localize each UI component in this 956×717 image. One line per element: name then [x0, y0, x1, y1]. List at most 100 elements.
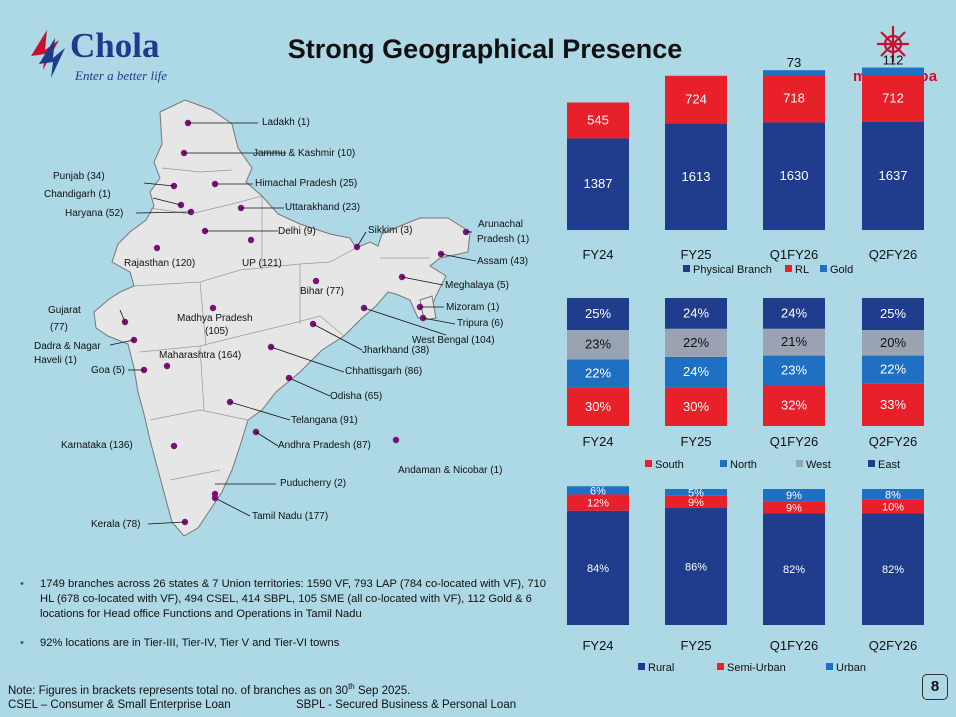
data-label-semi-urban-q2fy26: 10% — [882, 502, 904, 514]
data-label-rural-fy25: 86% — [685, 562, 707, 574]
legend-label-west: West — [806, 459, 831, 471]
bar-rl-q1fy26 — [763, 75, 825, 123]
bar-semi-urban-fy25 — [665, 495, 727, 509]
bar-urban-q1fy26 — [763, 489, 825, 502]
label-dadra-nagar: Dadra & Nagar — [34, 341, 101, 352]
label-chandigarh: Chandigarh (1) — [44, 189, 111, 200]
page-title: Strong Geographical Presence — [287, 34, 683, 64]
bar-urban-fy25 — [665, 489, 727, 496]
data-label-semi-urban-q1fy26: 9% — [786, 502, 802, 514]
bar-physical-branch-q2fy26 — [862, 121, 924, 230]
legend-label-rl: RL — [795, 264, 809, 276]
data-label-urban-fy25: 5% — [688, 487, 704, 499]
label-telangana: Telangana (91) — [291, 415, 358, 426]
legend-label-physical-branch: Physical Branch — [693, 264, 772, 276]
bar-west-fy24 — [567, 330, 629, 360]
bar-south-fy24 — [567, 387, 629, 426]
label-arunachal-2: Pradesh (1) — [477, 234, 530, 245]
label-madhya-pradesh: Madhya Pradesh — [177, 313, 253, 324]
data-label-south-q2fy26: 33% — [880, 397, 906, 412]
bar-physical-branch-fy25 — [665, 123, 727, 230]
abbr-sbpl: SBPL - Secured Business & Personal Loan — [296, 699, 517, 711]
label-haryana: Haryana (52) — [65, 208, 124, 219]
legend-label-semi-urban: Semi-Urban — [727, 662, 786, 674]
label-andaman-nicobar: Andaman & Nicobar (1) — [398, 465, 503, 476]
data-label-semi-urban-fy24: 12% — [587, 498, 609, 510]
bar-rural-q2fy26 — [862, 513, 924, 625]
chart-location-mix: 84%12%6%FY2486%9%5%FY2582%9%9%Q1FY2682%1… — [567, 485, 924, 674]
label-rajasthan: Rajasthan (120) — [124, 258, 196, 269]
bar-urban-q2fy26 — [862, 489, 924, 500]
bar-east-q2fy26 — [862, 298, 924, 330]
legend-swatch-semi-urban — [717, 663, 724, 670]
label-madhya-pradesh-2: (105) — [205, 326, 229, 337]
label-odisha: Odisha (65) — [330, 391, 383, 402]
bar-south-q1fy26 — [763, 385, 825, 426]
bar-rural-fy25 — [665, 508, 727, 625]
bar-south-fy25 — [665, 387, 727, 426]
bar-semi-urban-q1fy26 — [763, 501, 825, 514]
bar-north-q1fy26 — [763, 355, 825, 386]
data-label-east-fy25: 24% — [683, 305, 709, 320]
data-label-rural-q2fy26: 82% — [882, 564, 904, 576]
bar-east-fy25 — [665, 298, 727, 329]
label-ladakh: Ladakh (1) — [262, 117, 310, 128]
data-label-west-fy25: 22% — [683, 335, 709, 350]
label-tamil-nadu: Tamil Nadu (177) — [252, 511, 329, 522]
legend-swatch-rural — [638, 663, 645, 670]
chola-wordmark: Chola — [70, 26, 160, 65]
data-label-rural-q1fy26: 82% — [783, 564, 805, 576]
legend-swatch-rl — [785, 265, 792, 272]
bar-west-q1fy26 — [763, 328, 825, 356]
legend-swatch-gold — [820, 265, 827, 272]
label-gujarat-2: (77) — [50, 322, 68, 333]
bar-rl-fy24 — [567, 102, 629, 139]
bar-gold-q2fy26 — [862, 67, 924, 75]
data-label-south-fy24: 30% — [585, 399, 611, 414]
data-label-north-q2fy26: 22% — [880, 362, 906, 377]
legend-label-gold: Gold — [830, 264, 853, 276]
label-kerala: Kerala (78) — [91, 519, 141, 530]
bar-rl-q2fy26 — [862, 74, 924, 122]
bar-gold-q1fy26 — [763, 70, 825, 76]
legend-swatch-west — [796, 460, 803, 467]
bullet-tier-towns: 92% locations are in Tier-III, Tier-IV, … — [20, 636, 550, 651]
data-label-east-q1fy26: 24% — [781, 305, 807, 320]
category-label-q1fy26: Q1FY26 — [770, 638, 818, 653]
label-delhi: Delhi (9) — [278, 226, 316, 237]
bar-north-q2fy26 — [862, 355, 924, 384]
label-tripura: Tripura (6) — [457, 318, 504, 329]
label-jammu-kashmir: Jammu & Kashmir (10) — [253, 148, 356, 159]
legend-label-rural: Rural — [648, 662, 674, 674]
category-label-q2fy26: Q2FY26 — [869, 434, 917, 449]
page-number: 8 — [922, 674, 948, 700]
label-andhra-pradesh: Andhra Pradesh (87) — [278, 440, 371, 451]
data-label-physical-branch-q2fy26: 1637 — [879, 168, 908, 183]
label-gujarat: Gujarat — [48, 305, 81, 316]
bar-west-fy25 — [665, 328, 727, 357]
data-label-urban-q1fy26: 9% — [786, 490, 802, 502]
label-puducherry: Puducherry (2) — [280, 478, 347, 489]
label-jharkhand: Jharkhand (38) — [362, 345, 430, 356]
leader-lines — [109, 122, 477, 525]
label-goa: Goa (5) — [91, 365, 125, 376]
data-label-north-fy24: 22% — [585, 366, 611, 381]
label-assam: Assam (43) — [477, 256, 529, 267]
label-sikkim: Sikkim (3) — [368, 225, 413, 236]
category-label-fy24: FY24 — [582, 247, 613, 262]
bar-north-fy24 — [567, 359, 629, 388]
data-label-west-q1fy26: 21% — [781, 334, 807, 349]
state-borders — [133, 167, 430, 481]
bar-rural-fy24 — [567, 510, 629, 625]
bar-physical-branch-q1fy26 — [763, 122, 825, 230]
bar-north-fy25 — [665, 356, 727, 388]
india-outline — [93, 99, 471, 537]
label-bihar: Bihar (77) — [300, 286, 344, 297]
india-branch-map — [93, 99, 477, 537]
legend-swatch-north — [720, 460, 727, 467]
category-label-fy25: FY25 — [680, 247, 711, 262]
label-west-bengal: West Bengal (104) — [412, 335, 495, 346]
footnote: Note: Figures in brackets represents tot… — [8, 682, 411, 697]
bar-semi-urban-fy24 — [567, 494, 629, 511]
category-label-q1fy26: Q1FY26 — [770, 434, 818, 449]
